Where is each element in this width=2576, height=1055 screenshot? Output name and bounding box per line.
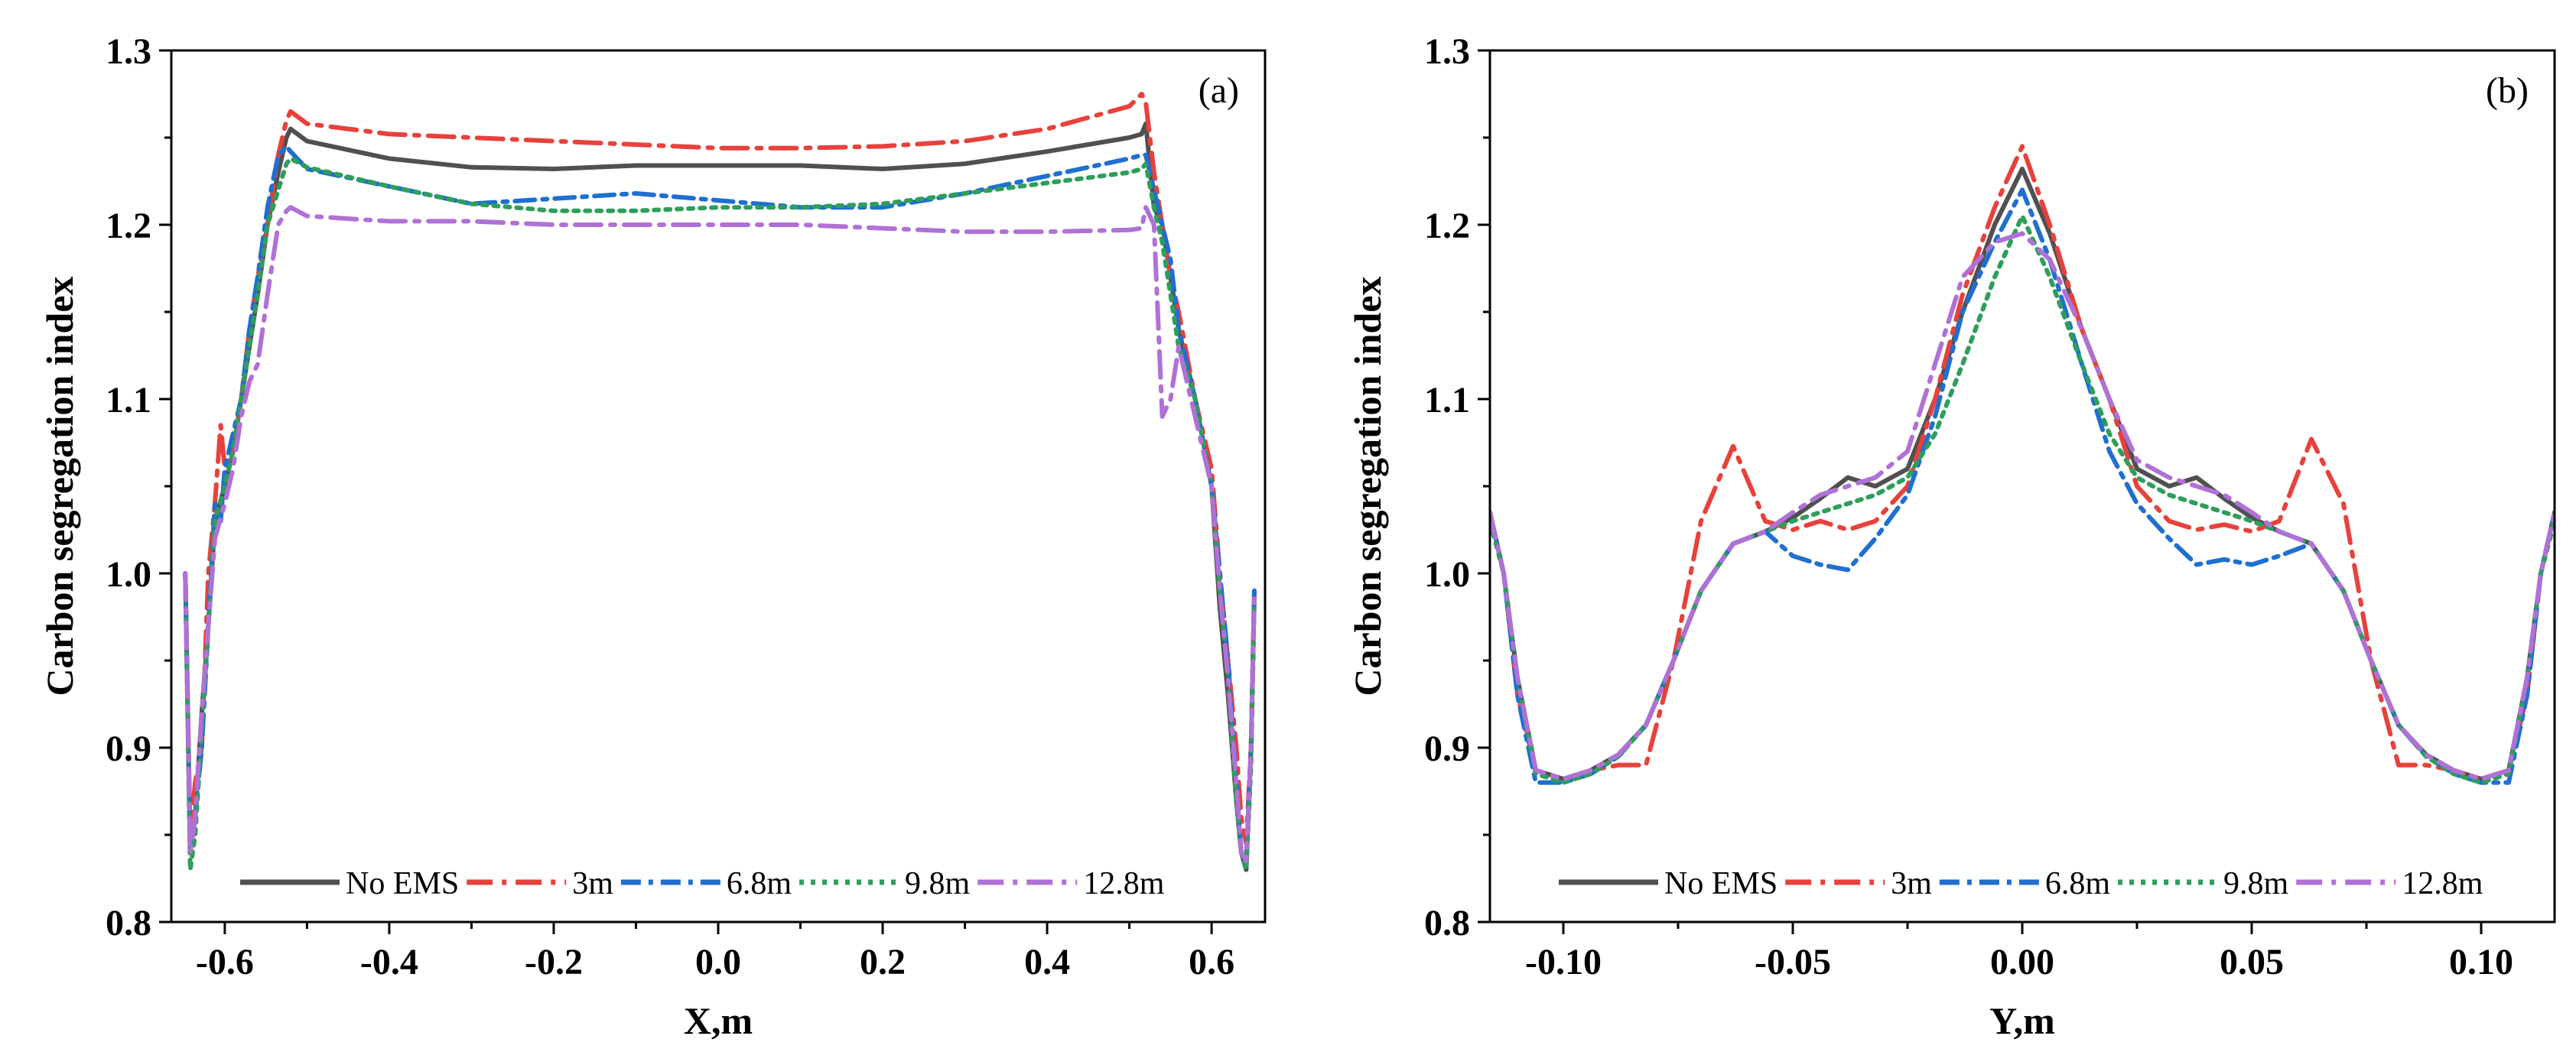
y-tick-label: 1.3 xyxy=(106,31,151,72)
series-line-6.8m xyxy=(183,144,1257,864)
legend-label: No EMS xyxy=(1664,866,1778,901)
x-tick-label: 0.0 xyxy=(695,942,741,982)
series-line-6.8m xyxy=(1490,187,2555,785)
x-tick-label: 0.05 xyxy=(2220,942,2284,982)
series-line-no-ems xyxy=(1490,167,2555,781)
legend-label: 3m xyxy=(1891,866,1932,901)
x-tick-label: -0.05 xyxy=(1755,942,1831,982)
legend-label: 9.8m xyxy=(905,866,971,901)
y-tick-label: 0.8 xyxy=(106,903,151,943)
chart-panel-a: -0.6 -0.4 -0.2 0.0 0.2 0.4 0.6 0.8 0.9 1.0 1.1 1.2 1… xyxy=(38,31,1267,1042)
plot-frame xyxy=(1488,49,2556,924)
y-tick-label: 1.3 xyxy=(1424,31,1470,72)
legend-label: 6.8m xyxy=(727,866,792,901)
legend-label: No EMS xyxy=(346,866,459,901)
series-line-no-ems xyxy=(183,121,1257,872)
x-tick-label: -0.10 xyxy=(1525,942,1602,982)
y-tick-label: 0.8 xyxy=(1424,903,1470,943)
y-tick-label: 0.9 xyxy=(1424,729,1470,769)
legend-label: 3m xyxy=(572,866,613,901)
y-tick-label: 1.1 xyxy=(1424,380,1470,420)
y-tick-label: 1.1 xyxy=(106,380,151,420)
y-axis-label: Carbon segregation index xyxy=(1346,276,1389,696)
chart-panel-b: -0.10 -0.05 0.00 0.05 0.10 0.8 0.9 1.0 1.1 1.2 1.3… xyxy=(1346,31,2556,1042)
x-tick-label: -0.2 xyxy=(525,942,583,982)
series-line-9.8m xyxy=(1490,213,2555,785)
x-tick-label: 0.4 xyxy=(1024,942,1070,982)
y-tick-label: 1.0 xyxy=(1424,554,1470,595)
y-tick-label: 1.0 xyxy=(106,554,151,595)
series-line-12.8m xyxy=(183,205,1257,864)
legend: No EMS 3m 6.8m 9.8m 12.8m xyxy=(240,866,1165,901)
x-tick-label: -0.6 xyxy=(196,942,254,982)
legend-label: 9.8m xyxy=(2223,866,2289,901)
legend: No EMS 3m 6.8m 9.8m 12.8m xyxy=(1559,866,2483,901)
panel-label: (a) xyxy=(1199,70,1239,111)
legend-label: 12.8m xyxy=(2402,866,2483,901)
x-tick-label: -0.4 xyxy=(360,942,418,982)
legend-label: 6.8m xyxy=(2045,866,2111,901)
series-line-3m xyxy=(183,92,1257,846)
x-axis-label: X,m xyxy=(684,999,753,1042)
series-group xyxy=(183,92,1257,872)
series-group xyxy=(1490,144,2555,785)
y-tick-label: 1.2 xyxy=(106,206,151,246)
x-tick-label: 0.2 xyxy=(860,942,906,982)
panel-label: (b) xyxy=(2486,70,2529,111)
x-tick-label: 0.00 xyxy=(1990,942,2054,982)
x-tick-label: 0.10 xyxy=(2449,942,2513,982)
x-axis-label: Y,m xyxy=(1989,999,2055,1042)
y-axis-label: Carbon segregation index xyxy=(38,276,81,696)
legend-label: 12.8m xyxy=(1083,866,1165,901)
x-tick-label: 0.6 xyxy=(1189,942,1234,982)
y-tick-label: 0.9 xyxy=(106,729,151,769)
plot-frame xyxy=(170,49,1267,924)
series-line-9.8m xyxy=(183,156,1257,872)
y-tick-label: 1.2 xyxy=(1424,206,1470,246)
series-line-3m xyxy=(1490,144,2555,781)
series-line-12.8m xyxy=(1490,231,2555,781)
